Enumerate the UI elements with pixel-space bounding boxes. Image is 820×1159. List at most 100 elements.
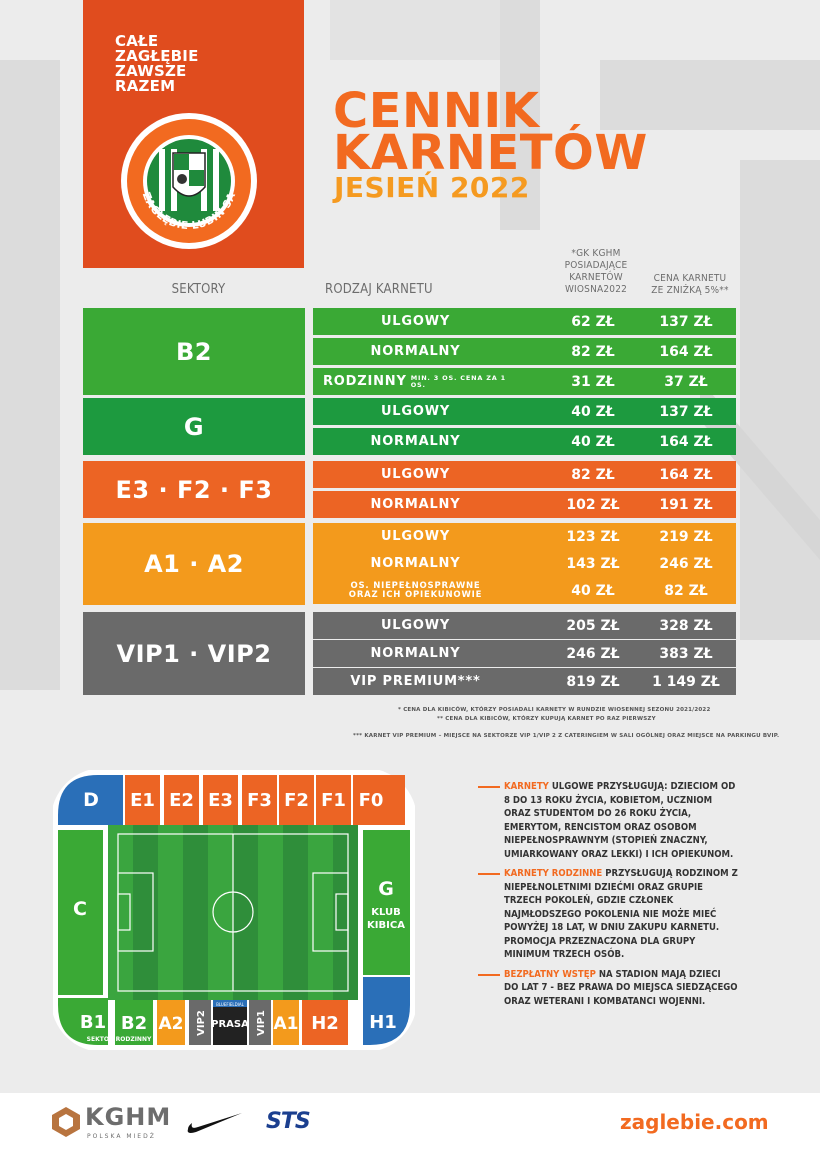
sector-F0[interactable]	[353, 775, 405, 825]
page-title-line1: CENNIK	[333, 83, 540, 139]
ticket-type-label: ULGOWY	[380, 529, 451, 544]
sector-H2[interactable]	[302, 1000, 348, 1045]
sector-F2[interactable]	[279, 775, 314, 825]
bluefield-label: BLUEFIELDIAL	[216, 1002, 244, 1007]
sector-name: VIP1 · VIP2	[83, 612, 305, 695]
ticket-type: ULGOWY	[323, 523, 508, 550]
price-returning: 62 ZŁ	[571, 313, 615, 330]
header-line: ZE ZNIŻKĄ 5%**	[651, 285, 729, 296]
header-line: POSIADAJĄCE	[564, 260, 628, 271]
footnote: *** KARNET VIP PREMIUM – MIEJSCE NA SEKT…	[353, 733, 780, 739]
sector-B2[interactable]	[115, 1000, 153, 1045]
ticket-type: NORMALNY	[323, 491, 508, 518]
column-header-price2: CENA KARNETU ZE ZNIŻKĄ 5%**	[642, 273, 738, 297]
bluefield-strip	[213, 1000, 247, 1007]
sector-label-F0: F0	[359, 790, 384, 811]
price-returning: 31 ZŁ	[571, 373, 615, 390]
sector-name: G	[83, 398, 305, 455]
price-discount: 246 ZŁ	[659, 555, 713, 572]
ticket-type: VIP PREMIUM***	[323, 668, 508, 695]
slogan: CAŁE ZAGŁĘBIE ZAWSZE RAZEM	[115, 34, 199, 94]
sector-label-F3: F3	[247, 790, 272, 811]
legend-highlight: KARNETY RODZINNE	[504, 868, 603, 879]
ticket-type: ULGOWY	[323, 308, 508, 335]
legend-dash	[478, 873, 500, 875]
ticket-type: RODZINNY MIN. 3 OS. CENA ZA 1 OS.	[323, 368, 508, 395]
sector-F1[interactable]	[316, 775, 351, 825]
legend-text: NA STADION MAJĄ DZIECI DO LAT 7 - BEZ PR…	[504, 968, 738, 1007]
header-line: CENA KARNETU	[653, 273, 727, 284]
price-discount: 328 ZŁ	[659, 617, 713, 634]
ticket-type-label: RODZINNY	[323, 374, 407, 389]
sector-label-H2: H2	[311, 1013, 339, 1034]
price-row: RODZINNY MIN. 3 OS. CENA ZA 1 OS. 31 ZŁ 37 …	[313, 368, 736, 395]
sector-C[interactable]	[58, 830, 103, 995]
price-returning: 819 ZŁ	[566, 673, 620, 690]
sector-label-D: D	[83, 789, 99, 811]
legend-text: ULGOWE PRZYSŁUGUJĄ: DZIECIOM OD 8 DO 13 …	[504, 781, 736, 860]
sector-label-C: C	[73, 898, 87, 920]
ticket-type-note: MIN. 3 OS. CENA ZA 1 OS.	[410, 373, 506, 389]
header-line: KARNETÓW	[569, 272, 623, 283]
sector-group: VIP1 · VIP2 ULGOWY 205 ZŁ 328 ZŁ NORMALNY 246…	[83, 612, 736, 695]
header-banner: CAŁE ZAGŁĘBIE ZAWSZE RAZEM ZAGŁĘBIE LUBI…	[83, 0, 304, 268]
footnote: * CENA DLA KIBICÓW, KTÓRZY POSIADALI KAR…	[398, 707, 711, 713]
ticket-type-label: ULGOWY	[380, 467, 451, 482]
sts-logo: STS	[266, 1109, 311, 1134]
page-subtitle: JESIEŃ 2022	[334, 171, 530, 204]
sector-D[interactable]	[58, 775, 123, 825]
legend-text: PRZYSŁUGUJĄ RODZINOM Z NIEPEŁNOLETNIMI D…	[504, 868, 738, 960]
price-discount: 219 ZŁ	[659, 528, 713, 545]
ticket-type: ULGOWY	[323, 612, 508, 639]
sector-F3[interactable]	[242, 775, 277, 825]
price-returning: 102 ZŁ	[566, 496, 620, 513]
kghm-logo-icon	[52, 1107, 80, 1137]
kghm-logo-subtext: POLSKA MIEDŹ	[87, 1133, 156, 1140]
sector-group: E3 · F2 · F3 ULGOWY 82 ZŁ 164 ZŁ NORMALNY 102…	[83, 461, 736, 518]
column-header-type: RODZAJ KARNETU	[325, 282, 433, 297]
price-discount: 191 ZŁ	[659, 496, 713, 513]
column-header-sectors: SEKTORY	[171, 282, 226, 297]
website-link[interactable]: zaglebie.com	[620, 1110, 769, 1134]
sector-E2[interactable]	[164, 775, 199, 825]
sector-H1[interactable]	[363, 977, 410, 1045]
price-returning: 40 ZŁ	[571, 582, 615, 599]
sector-name: A1 · A2	[83, 523, 305, 605]
slogan-line: RAZEM	[115, 77, 176, 95]
sector-name: B2	[83, 308, 305, 395]
sector-label-G: G	[378, 878, 394, 900]
legend-dash	[478, 786, 500, 788]
legend-dash	[478, 973, 500, 976]
sector-A1[interactable]	[273, 1000, 299, 1045]
sector-label-VIP2: VIP2	[196, 1010, 207, 1036]
sector-group: G ULGOWY 40 ZŁ 137 ZŁ NORMALNY 40 ZŁ 164 ZŁ	[83, 398, 736, 455]
sector-VIP1[interactable]	[249, 1000, 271, 1045]
sector-PRASA[interactable]	[213, 1000, 247, 1045]
sector-VIP2[interactable]	[189, 1000, 211, 1045]
sector-E1[interactable]	[125, 775, 160, 825]
ticket-type-label: ULGOWY	[380, 404, 451, 419]
sector-G[interactable]	[363, 830, 410, 975]
sector-E3[interactable]	[203, 775, 238, 825]
price-returning: 40 ZŁ	[571, 433, 615, 450]
sector-label-F2: F2	[284, 790, 309, 811]
price-returning: 82 ZŁ	[571, 466, 615, 483]
price-row: NORMALNY 246 ZŁ 383 ZŁ	[313, 640, 736, 667]
header-line: *GK KGHM	[571, 248, 621, 259]
footnote: ** CENA DLA KIBICÓW, KTÓRZY KUPUJĄ KARNE…	[437, 716, 656, 722]
price-row: ULGOWY 82 ZŁ 164 ZŁ	[313, 461, 736, 488]
price-row: ULGOWY 205 ZŁ 328 ZŁ	[313, 612, 736, 639]
price-returning: 143 ZŁ	[566, 555, 620, 572]
price-returning: 40 ZŁ	[571, 403, 615, 420]
sector-B1[interactable]	[58, 998, 108, 1045]
legend-item: KARNETY ULGOWE PRZYSŁUGUJĄ: DZIECIOM OD …	[478, 780, 738, 861]
price-returning: 246 ZŁ	[566, 645, 620, 662]
legend-highlight: BEZPŁATNY WSTĘP	[504, 968, 596, 980]
sector-A2[interactable]	[157, 1000, 185, 1045]
ticket-type: NORMALNY	[323, 428, 508, 455]
sector-group: A1 · A2 ULGOWY 123 ZŁ 219 ZŁ NORMALNY 143 ZŁ 2…	[83, 523, 736, 605]
sector-label-A2: A2	[159, 1014, 184, 1034]
sector-label-A1: A1	[274, 1014, 299, 1034]
legend-highlight: KARNETY	[504, 781, 549, 792]
price-discount: 137 ZŁ	[659, 403, 713, 420]
